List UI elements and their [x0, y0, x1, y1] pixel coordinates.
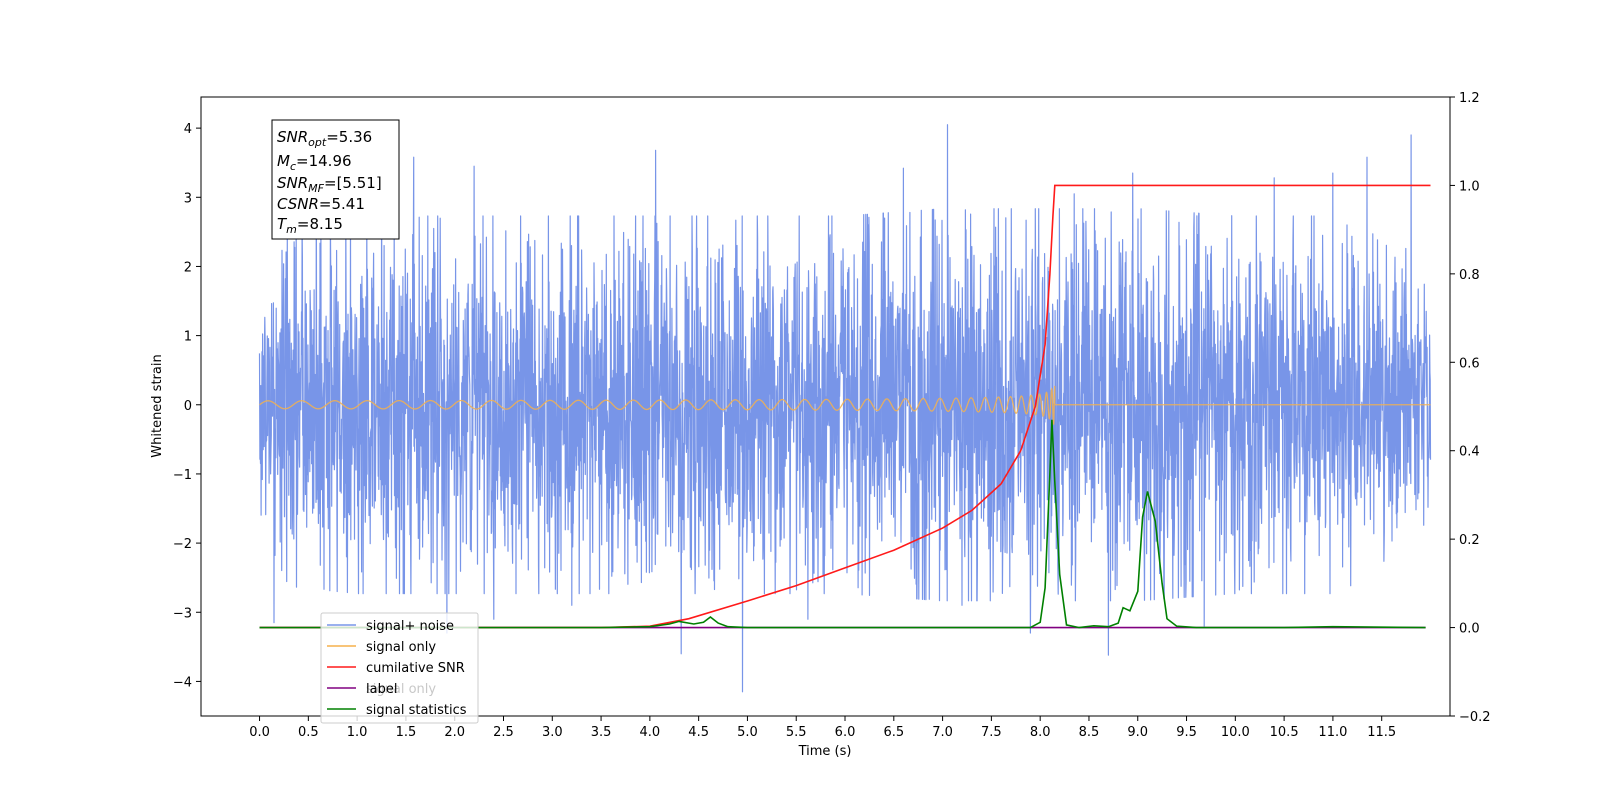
- y-tick-label: 2: [184, 260, 192, 275]
- y-right-tick-label: 1.0: [1459, 179, 1480, 194]
- legend-label-label: label: [366, 682, 397, 697]
- legend-label-signal-noise: signal+ noise: [366, 619, 454, 634]
- x-tick-label: 10.0: [1221, 725, 1250, 740]
- x-tick-label: 6.0: [835, 725, 856, 740]
- x-tick-label: 3.0: [542, 725, 563, 740]
- legend: signal+ noise signal only cumilative SNR…: [320, 612, 479, 724]
- y-tick-label: −1: [173, 468, 192, 483]
- y-tick-label: 0: [184, 399, 192, 414]
- y-axis-right: −0.2 0.0 0.2 0.4 0.6 0.8 1.0 1.2: [1450, 91, 1491, 725]
- y-right-tick-label: 0.6: [1459, 356, 1480, 371]
- x-tick-label: 1.5: [396, 725, 417, 740]
- y-tick-label: 4: [184, 122, 192, 137]
- x-tick-label: 11.5: [1367, 725, 1396, 740]
- signal-noise-line: [258, 124, 1432, 693]
- x-tick-label: 9.5: [1176, 725, 1197, 740]
- y-tick-label: 3: [184, 191, 192, 206]
- y-right-tick-label: 0.0: [1459, 622, 1480, 637]
- plot-frame: [200, 96, 1451, 717]
- cumulative-snr-line: [259, 184, 1431, 629]
- x-tick-label: 10.5: [1270, 725, 1299, 740]
- annotation-csnr: CSNR=5.41: [277, 195, 365, 213]
- x-tick-label: 0.0: [249, 725, 270, 740]
- x-tick-label: 0.5: [298, 725, 319, 740]
- series-signal-only: [259, 385, 1431, 425]
- y-tick-label: −3: [173, 606, 192, 621]
- annotation-tm: Tm=8.15: [277, 215, 343, 236]
- x-tick-label: 11.0: [1318, 725, 1347, 740]
- x-axis-label: Time (s): [798, 744, 852, 759]
- y-right-tick-label: 0.4: [1459, 445, 1480, 460]
- y-tick-label: −4: [173, 675, 192, 690]
- y-right-tick-label: −0.2: [1459, 710, 1491, 725]
- legend-label-signal-statistics: signal statistics: [366, 703, 467, 718]
- x-tick-label: 8.0: [1030, 725, 1051, 740]
- x-axis: 0.0 0.5 1.0 1.5 2.0 2.5 3.0 3.5 4.0 4.5 5.0 5.5 6.0 6…: [249, 716, 1396, 740]
- x-tick-label: 9.0: [1127, 725, 1148, 740]
- x-tick-label: 7.0: [932, 725, 953, 740]
- y-tick-label: 1: [184, 330, 192, 345]
- x-tick-label: 6.5: [883, 725, 904, 740]
- signal-statistics-line: [259, 419, 1426, 629]
- x-tick-label: 5.0: [737, 725, 758, 740]
- x-tick-label: 2.0: [444, 725, 465, 740]
- annotation-snr-opt: SNRopt=5.36: [277, 128, 372, 149]
- legend-label-cumulative-snr: cumilative SNR: [366, 661, 465, 676]
- y-right-tick-label: 0.8: [1459, 268, 1480, 283]
- x-tick-label: 2.5: [493, 725, 514, 740]
- y-right-tick-label: 0.2: [1459, 533, 1480, 548]
- x-tick-label: 7.5: [981, 725, 1002, 740]
- y-axis-left: −4 −3 −2 −1 0 1 2 3 4: [173, 122, 201, 690]
- legend-hidden-text: signal only: [366, 682, 436, 697]
- annotation-mc: Mc=14.96: [277, 152, 352, 173]
- series-signal-noise: [258, 124, 1432, 693]
- x-tick-label: 4.0: [640, 725, 661, 740]
- x-tick-label: 1.0: [347, 725, 368, 740]
- y-axis-label: Whitened strain: [150, 354, 165, 457]
- y-right-tick-label: 1.2: [1459, 91, 1480, 106]
- x-tick-label: 5.5: [786, 725, 807, 740]
- legend-label-signal-only: signal only: [366, 640, 436, 655]
- annotation-snr-mf: SNRMF=[5.51]: [277, 174, 382, 195]
- x-tick-label: 3.5: [591, 725, 612, 740]
- legend-box: [320, 612, 479, 724]
- annotation-box: SNRopt=5.36 Mc=14.96 SNRMF=[5.51] CSNR=5…: [271, 119, 400, 240]
- x-tick-label: 4.5: [688, 725, 709, 740]
- y-tick-label: −2: [173, 537, 192, 552]
- x-tick-label: 8.5: [1079, 725, 1100, 740]
- signal-only-line: [259, 385, 1431, 425]
